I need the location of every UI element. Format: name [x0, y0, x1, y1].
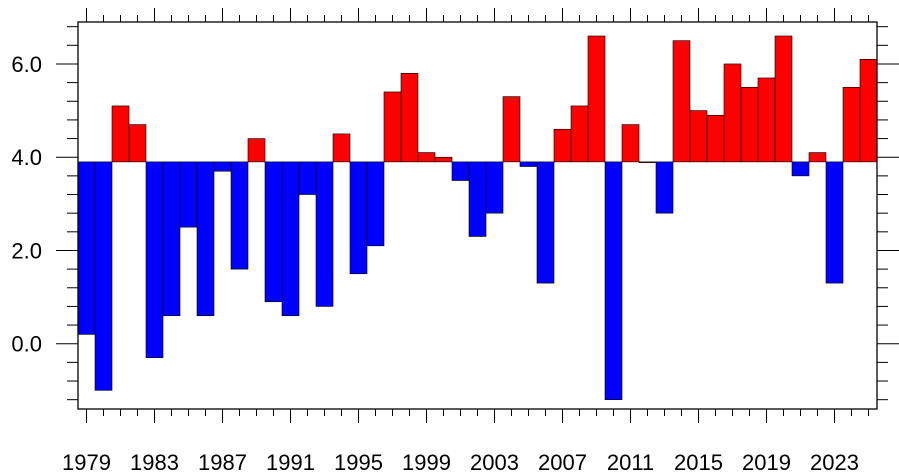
bar-1991 [281, 161, 300, 317]
bar-1983 [145, 161, 164, 359]
x-tick-label-1987: 1987 [198, 450, 247, 475]
x-tick-label-1983: 1983 [130, 450, 179, 475]
bar-2003 [485, 161, 504, 214]
bar-1984 [162, 161, 181, 317]
bar-1988 [230, 161, 249, 270]
bar-2011 [621, 124, 640, 163]
plot-frame [77, 21, 878, 410]
bar-2017 [723, 63, 742, 163]
bar-1985 [179, 161, 198, 228]
bar-2015 [689, 110, 708, 163]
bars-group [77, 35, 878, 400]
bar-2018 [740, 86, 759, 163]
bar-1998 [400, 72, 419, 163]
x-tick-label-1995: 1995 [334, 450, 383, 475]
y-tick-label-6.0: 6.0 [11, 52, 42, 77]
bar-2014 [672, 40, 691, 163]
bar-2023 [825, 161, 844, 284]
bar-2025 [859, 58, 878, 163]
x-tick-label-2007: 2007 [538, 450, 587, 475]
x-tick-label-2019: 2019 [742, 450, 791, 475]
bar-1999 [417, 152, 436, 163]
x-axis-tick-labels: 1979 1983 1987 1991 1995 1999 2003 2007 2011 2015… [62, 450, 859, 475]
bar-1996 [366, 161, 385, 247]
bar-1989 [247, 138, 266, 163]
y-tick-label-4.0: 4.0 [11, 145, 42, 170]
bar-2019 [757, 77, 776, 163]
bar-2000 [434, 156, 453, 163]
bar-1980 [94, 161, 113, 391]
bar-2009 [587, 35, 606, 163]
bar-1995 [349, 161, 368, 275]
bar-2013 [655, 161, 674, 214]
bar-1986 [196, 161, 215, 317]
bar-1981 [111, 105, 130, 163]
bar-2010 [604, 161, 623, 400]
bar-1997 [383, 91, 402, 163]
bar-2007 [553, 128, 572, 163]
bar-1990 [264, 161, 283, 303]
x-tick-label-1991: 1991 [266, 450, 315, 475]
x-tick-label-2023: 2023 [810, 450, 859, 475]
x-tick-label-2011: 2011 [607, 450, 654, 475]
x-tick-label-1979: 1979 [62, 450, 111, 475]
minor-ticks-group [67, 15, 888, 416]
bar-2024 [842, 86, 861, 163]
bar-1979 [77, 161, 96, 335]
bar-2002 [468, 161, 487, 237]
bar-1994 [332, 133, 351, 163]
bar-1992 [298, 161, 317, 195]
bar-1993 [315, 161, 334, 307]
bar-2021 [791, 161, 810, 177]
bar-1987 [213, 161, 232, 172]
bar-2012 [638, 161, 657, 163]
x-tick-label-1999: 1999 [402, 450, 451, 475]
bar-1982 [128, 124, 147, 163]
major-ticks-group [56, 8, 899, 423]
y-axis-tick-labels: 0.0 2.0 4.0 6.0 [11, 52, 42, 357]
bar-2005 [519, 161, 538, 167]
y-tick-label-0.0: 0.0 [11, 332, 42, 357]
bar-2008 [570, 105, 589, 163]
x-tick-label-2015: 2015 [674, 450, 723, 475]
bar-2020 [774, 35, 793, 163]
bar-2001 [451, 161, 470, 181]
bar-2016 [706, 114, 725, 163]
bar-2004 [502, 96, 521, 163]
y-tick-label-2.0: 2.0 [11, 238, 42, 263]
bar-2022 [808, 152, 827, 163]
bar-2006 [536, 161, 555, 284]
x-tick-label-2003: 2003 [470, 450, 519, 475]
